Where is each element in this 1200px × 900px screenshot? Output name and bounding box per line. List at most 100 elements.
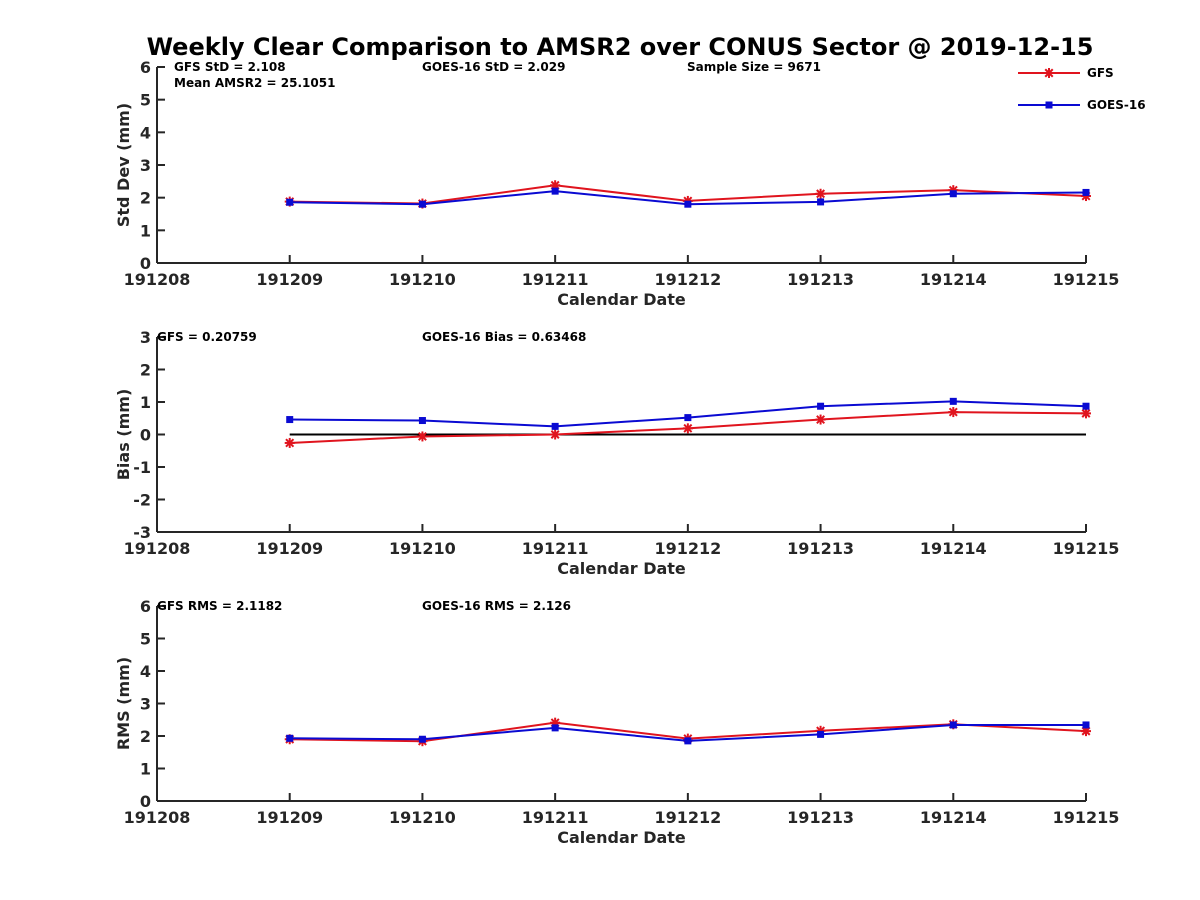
y-tick-label: 0 xyxy=(140,426,151,445)
x-tick-label: 191210 xyxy=(389,539,456,558)
x-tick-label: 191210 xyxy=(389,808,456,827)
data-point xyxy=(418,200,426,208)
x-tick-label: 191213 xyxy=(787,539,854,558)
panel-2: -3 -2 -1 0 1 2 3 191208 191209 191210 191211 191212… xyxy=(114,328,1119,578)
x-tick-label: 191211 xyxy=(522,539,589,558)
legend-label: GOES-16 xyxy=(1087,98,1146,112)
y-tick-label: -3 xyxy=(133,523,151,542)
x-tick-label: 191211 xyxy=(522,808,589,827)
data-point xyxy=(418,735,426,743)
data-point xyxy=(1082,402,1090,410)
x-tick-label: 191213 xyxy=(787,270,854,289)
y-tick-label: 4 xyxy=(140,123,151,142)
x-axis-label: Calendar Date xyxy=(557,559,686,578)
series-goes-16 xyxy=(286,187,1090,208)
y-axis-label: Std Dev (mm) xyxy=(114,103,133,227)
x-tick-label: 191214 xyxy=(920,808,987,827)
x-tick-label: 191215 xyxy=(1053,270,1120,289)
x-axis-label: Calendar Date xyxy=(557,828,686,847)
y-axis-label: Bias (mm) xyxy=(114,389,133,481)
data-point xyxy=(684,414,692,422)
x-axis-label: Calendar Date xyxy=(557,290,686,309)
x-tick-label: 191210 xyxy=(389,270,456,289)
x-tick-label: 191209 xyxy=(256,270,323,289)
data-point xyxy=(551,187,559,195)
data-point xyxy=(286,198,294,206)
y-axis-label: RMS (mm) xyxy=(114,657,133,750)
data-point xyxy=(684,737,692,745)
legend-entry-goes-16: GOES-16 xyxy=(1018,98,1146,112)
stat-annotation: GOES-16 StD = 2.029 xyxy=(422,60,565,74)
data-point xyxy=(817,730,825,738)
data-point xyxy=(949,397,957,405)
legend-marker xyxy=(1045,101,1053,109)
y-tick-label: 6 xyxy=(140,597,151,616)
stat-annotation: GFS StD = 2.108 xyxy=(174,60,286,74)
y-tick-label: 5 xyxy=(140,630,151,649)
y-tick-label: 5 xyxy=(140,91,151,110)
y-tick-label: 2 xyxy=(140,727,151,746)
panel-3: 0 1 2 3 4 5 6 191208 191209 191210 191211 191212 191… xyxy=(114,597,1119,847)
data-point xyxy=(418,417,426,425)
data-point xyxy=(815,414,826,425)
data-point xyxy=(815,188,826,199)
legend: GFS GOES-16 xyxy=(1018,66,1146,112)
data-point xyxy=(684,200,692,208)
y-tick-label: 3 xyxy=(140,695,151,714)
data-point xyxy=(817,402,825,410)
stat-annotation: Sample Size = 9671 xyxy=(687,60,821,74)
legend-entry-gfs: GFS xyxy=(1018,66,1114,80)
x-tick-label: 191208 xyxy=(124,808,191,827)
y-tick-label: 1 xyxy=(140,393,151,412)
panels: 0 1 2 3 4 5 6 191208 191209 191210 191211 191212 191… xyxy=(114,58,1119,847)
y-tick-label: 0 xyxy=(140,254,151,273)
y-tick-label: -1 xyxy=(133,458,151,477)
legend-marker xyxy=(1044,68,1054,78)
y-tick-label: -2 xyxy=(133,491,151,510)
y-tick-label: 3 xyxy=(140,328,151,347)
x-tick-label: 191215 xyxy=(1053,539,1120,558)
x-tick-label: 191215 xyxy=(1053,808,1120,827)
legend-label: GFS xyxy=(1087,66,1114,80)
y-tick-label: 2 xyxy=(140,189,151,208)
y-tick-label: 2 xyxy=(140,361,151,380)
data-point xyxy=(682,423,693,434)
y-tick-label: 3 xyxy=(140,156,151,175)
y-tick-label: 0 xyxy=(140,792,151,811)
figure-title: Weekly Clear Comparison to AMSR2 over CO… xyxy=(147,33,1094,61)
data-point xyxy=(284,437,295,448)
x-tick-label: 191209 xyxy=(256,808,323,827)
stat-annotation: Mean AMSR2 = 25.1051 xyxy=(174,76,335,90)
data-point xyxy=(817,198,825,206)
panel-1: 0 1 2 3 4 5 6 191208 191209 191210 191211 191212 191… xyxy=(114,58,1119,309)
stat-annotation: GFS = 0.20759 xyxy=(157,330,257,344)
data-point xyxy=(1081,408,1091,419)
x-tick-label: 191212 xyxy=(654,270,721,289)
x-tick-label: 191211 xyxy=(522,270,589,289)
x-tick-label: 191208 xyxy=(124,539,191,558)
x-tick-label: 191208 xyxy=(124,270,191,289)
x-tick-label: 191212 xyxy=(654,539,721,558)
stat-annotation: GOES-16 RMS = 2.126 xyxy=(422,599,571,613)
y-tick-label: 1 xyxy=(140,221,151,240)
y-tick-label: 4 xyxy=(140,662,151,681)
stat-annotation: GFS RMS = 2.1182 xyxy=(157,599,282,613)
x-tick-label: 191212 xyxy=(654,808,721,827)
data-point xyxy=(949,721,957,729)
x-tick-label: 191213 xyxy=(787,808,854,827)
data-point xyxy=(286,734,294,742)
data-point xyxy=(286,416,294,424)
data-point xyxy=(948,407,959,418)
x-tick-label: 191209 xyxy=(256,539,323,558)
data-point xyxy=(1082,721,1090,729)
x-tick-label: 191214 xyxy=(920,539,987,558)
stat-annotation: GOES-16 Bias = 0.63468 xyxy=(422,330,586,344)
data-point xyxy=(1081,726,1091,737)
data-point xyxy=(949,190,957,198)
y-tick-label: 1 xyxy=(140,760,151,779)
series-gfs xyxy=(284,407,1091,448)
series-goes-16 xyxy=(286,721,1090,745)
y-tick-label: 6 xyxy=(140,58,151,77)
